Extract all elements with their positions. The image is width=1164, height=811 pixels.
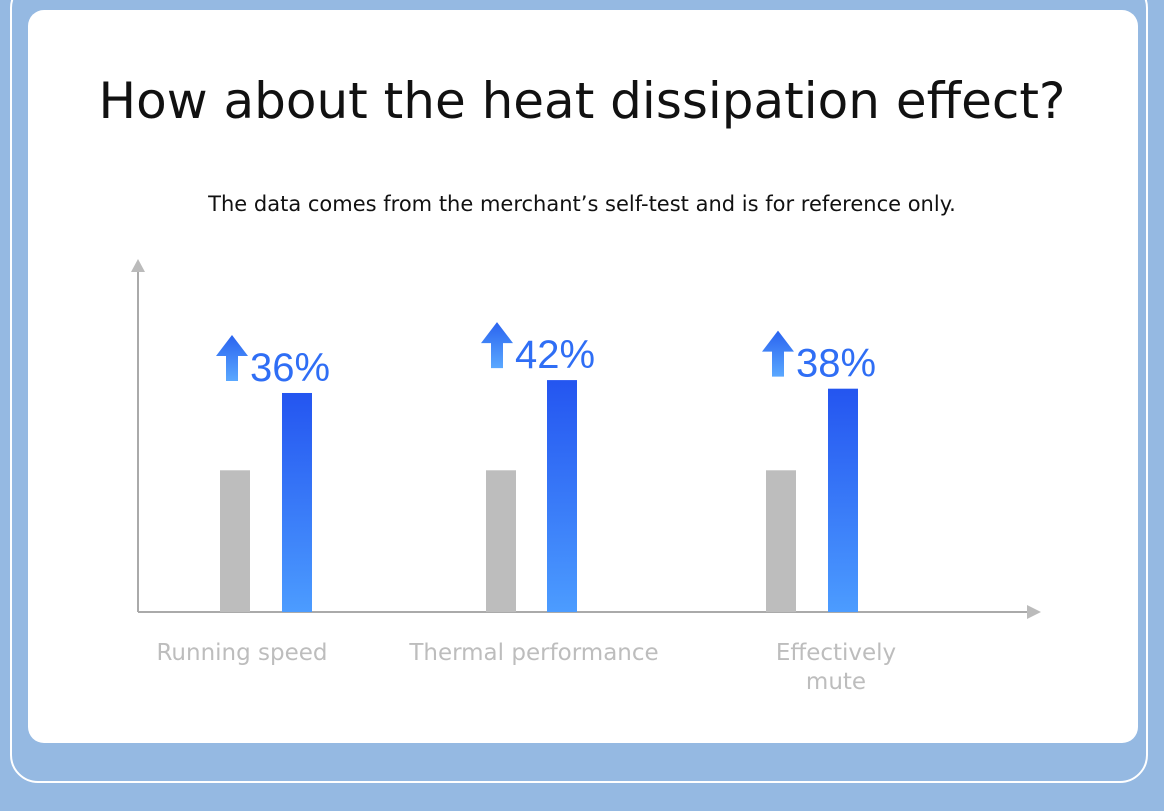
page-title: How about the heat dissipation effect? [98, 72, 1066, 130]
category-label: mute [806, 669, 866, 695]
data-label: 38% [796, 342, 876, 386]
bar-improved [547, 380, 577, 612]
data-label: 36% [250, 346, 330, 390]
y-axis-arrow [131, 259, 145, 272]
category-label: Running speed [156, 640, 327, 666]
bar-baseline [766, 470, 796, 612]
bar-improved [282, 392, 312, 612]
arrow-up-icon [216, 334, 248, 381]
bar-improved [828, 388, 858, 612]
bar-baseline [220, 470, 250, 612]
outer-frame [10, 0, 1148, 783]
category-label: Effectively [776, 640, 896, 666]
bar-baseline [486, 470, 516, 612]
data-label: 42% [515, 333, 595, 377]
category-label: Thermal performance [408, 640, 658, 666]
arrow-up-icon [762, 330, 794, 377]
x-axis-arrow [1027, 605, 1041, 619]
subtitle: The data comes from the merchant’s self-… [208, 192, 956, 216]
chart-card [28, 10, 1138, 743]
arrow-up-icon [481, 322, 513, 369]
